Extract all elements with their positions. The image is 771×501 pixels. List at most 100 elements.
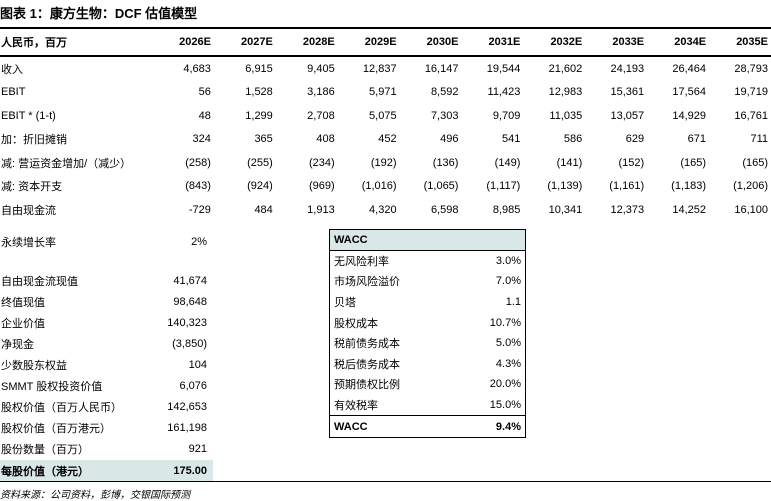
- cell-value: 3,186: [307, 86, 335, 99]
- cell-value: 7,303: [430, 109, 459, 122]
- year-header-row: 人民币，百万 2026E 2027E 2028E 2029E 2030E 2031E 203…: [0, 29, 771, 57]
- row-label: 少数股东权益: [1, 360, 67, 372]
- cell-value: 408: [316, 133, 335, 146]
- row-value: 1.1: [505, 295, 521, 308]
- table-row: EBIT * (1-t) 48 1,299 2,708 5,075 7,303 9,709 1…: [0, 104, 771, 128]
- row-label: 股权成本: [334, 317, 378, 330]
- cell-value: 324: [192, 133, 211, 146]
- row-value: 2%: [191, 236, 207, 248]
- cell-value: 586: [563, 133, 583, 146]
- wacc-row: 税后债务成本 4.3%: [330, 353, 525, 374]
- row-value: 5.0%: [495, 337, 521, 350]
- row-value: 41,674: [173, 275, 207, 287]
- row-value: 10.7%: [489, 316, 521, 329]
- cell-value: 12,837: [362, 62, 397, 75]
- cell-value: (136): [432, 156, 459, 169]
- cell-value: 452: [378, 133, 397, 146]
- cell-value: 1,299: [245, 109, 273, 122]
- cell-value: (234): [309, 156, 335, 169]
- cell-value: 671: [687, 133, 707, 146]
- cell-value: 9,405: [307, 62, 335, 75]
- cell-value: 14,252: [672, 203, 707, 216]
- row-label: 自由现金流现值: [1, 276, 78, 288]
- cell-value: 14,929: [672, 109, 707, 122]
- cell-value: (1,139): [547, 180, 583, 193]
- cell-value: 6,598: [430, 203, 459, 216]
- row-value: 142,653: [167, 401, 207, 413]
- row-label: 股权价值（百万港元）: [1, 423, 111, 435]
- row-label: 税前债务成本: [334, 338, 400, 351]
- cell-value: (1,206): [733, 180, 768, 193]
- wacc-box-header: WACC: [330, 229, 525, 251]
- per-share-value-row: 每股价值（港元） 175.00: [0, 459, 213, 482]
- row-value: 140,323: [167, 317, 207, 329]
- row-value: 20.0%: [489, 378, 521, 391]
- row-label: EBIT: [1, 86, 26, 99]
- cell-value: 26,464: [672, 62, 707, 75]
- cell-value: 11,035: [549, 109, 583, 122]
- cell-value: 541: [502, 133, 521, 146]
- row-label: 贝塔: [334, 296, 356, 309]
- cell-value: 16,147: [424, 62, 459, 75]
- year-header: 2030E: [399, 29, 462, 57]
- table-row: 收入 4,683 6,915 9,405 12,837 16,147 19,544 21,60…: [0, 56, 771, 81]
- cell-value: 19,544: [486, 62, 521, 75]
- cell-value: (1,016): [361, 180, 397, 193]
- cell-value: 6,915: [245, 62, 273, 75]
- row-label: 加：折旧摊销: [1, 134, 67, 147]
- cell-value: 17,564: [672, 86, 707, 99]
- wacc-row: 税前债务成本 5.0%: [330, 333, 525, 354]
- row-label: 市场风险溢价: [334, 276, 400, 289]
- wacc-row: 无风险利率 3.0%: [330, 251, 525, 272]
- row-label: 收入: [1, 63, 23, 76]
- valuation-row: SMMT 股权投资价值 6,076: [0, 376, 213, 397]
- row-label: EBIT * (1-t): [1, 109, 56, 122]
- cell-value: 12,983: [548, 86, 583, 99]
- row-label: 税后债务成本: [334, 358, 400, 371]
- row-label: 无风险利率: [334, 255, 389, 268]
- table-row: 减: 资本开支 (843) (924) (969) (1,016) (1,065) (1,1…: [0, 175, 771, 199]
- wacc-row: 预期债权比例 20.0%: [330, 374, 525, 395]
- row-label: 股份数量（百万）: [1, 444, 89, 456]
- row-label: 永续增长率: [1, 237, 56, 249]
- cell-value: 8,985: [492, 203, 521, 216]
- valuation-row: 少数股东权益 104: [0, 355, 213, 376]
- cell-value: 1,913: [307, 203, 335, 216]
- cell-value: 5,075: [369, 109, 397, 122]
- cell-value: 496: [440, 133, 459, 146]
- wacc-row: 股权成本 10.7%: [330, 312, 525, 333]
- valuation-row: 股权价值（百万人民币） 142,653: [0, 397, 213, 418]
- table-row: 加：折旧摊销 324 365 408 452 496 541 586 629 671 711: [0, 128, 771, 152]
- cell-value: 365: [254, 133, 273, 146]
- cell-value: (152): [618, 156, 645, 169]
- cell-value: (1,117): [486, 180, 521, 193]
- year-header: 2032E: [523, 29, 586, 57]
- row-label: 减: 营运资金增加/（减少）: [1, 157, 132, 170]
- row-label: 每股价值（港元）: [1, 465, 89, 478]
- table-row: 自由现金流 -729 484 1,913 4,320 6,598 8,985 10,341 12…: [0, 198, 771, 222]
- cell-value: 21,602: [548, 62, 583, 75]
- cell-value: (1,161): [609, 180, 645, 193]
- row-label: SMMT 股权投资价值: [1, 381, 103, 393]
- row-label: 股权价值（百万人民币）: [1, 402, 122, 414]
- cell-value: 5,971: [369, 86, 397, 99]
- cell-value: (255): [247, 156, 273, 169]
- cell-value: 48: [198, 109, 211, 122]
- row-value: 3.0%: [495, 254, 521, 267]
- row-label: 终值现值: [1, 297, 45, 309]
- cell-value: 28,793: [734, 62, 768, 75]
- row-value: (3,850): [172, 338, 207, 350]
- row-label: WACC: [334, 420, 368, 433]
- row-value: 921: [188, 443, 207, 455]
- valuation-row: 净现金 (3,850): [0, 334, 213, 355]
- row-label: 企业价值: [1, 318, 45, 330]
- wacc-row: 有效税率 15.0%: [330, 395, 525, 416]
- wacc-total-row: WACC 9.4%: [330, 415, 525, 437]
- cell-value: 12,373: [610, 203, 645, 216]
- cell-value: 13,057: [610, 109, 645, 122]
- table-row: EBIT 56 1,528 3,186 5,971 8,592 11,423 12,983 15…: [0, 81, 771, 105]
- main-table-body: 收入 4,683 6,915 9,405 12,837 16,147 19,544 21,60…: [0, 56, 771, 222]
- valuation-rows: 自由现金流现值 41,674 终值现值 98,648 企业价值 140,323 净现金 (3,…: [0, 271, 213, 460]
- year-header: 2033E: [585, 29, 648, 57]
- cell-value: 2,708: [307, 109, 335, 122]
